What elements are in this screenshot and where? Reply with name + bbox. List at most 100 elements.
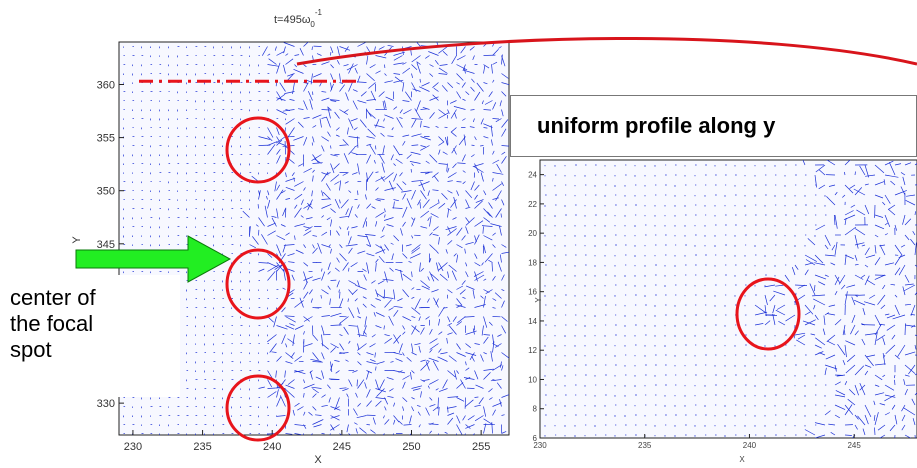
velocity-vector (886, 324, 896, 331)
velocity-vector (339, 433, 343, 435)
velocity-vector (410, 372, 412, 380)
velocity-vector (845, 340, 856, 346)
velocity-vector (492, 232, 496, 236)
velocity-vector (376, 292, 385, 299)
velocity-vector (420, 433, 422, 435)
velocity-vector (292, 409, 295, 416)
velocity-vector (398, 420, 403, 425)
velocity-vector (865, 174, 876, 177)
velocity-vector (465, 226, 469, 234)
velocity-vector (393, 51, 406, 56)
velocity-vector (355, 392, 358, 398)
velocity-vector (882, 374, 886, 378)
velocity-vector (274, 181, 277, 192)
velocity-vector (447, 289, 453, 294)
velocity-vector (412, 388, 421, 391)
velocity-vector (279, 395, 286, 407)
velocity-vector (492, 48, 499, 56)
velocity-vector (343, 153, 349, 164)
velocity-vector (285, 177, 296, 182)
velocity-vector (798, 284, 806, 289)
velocity-vector (465, 217, 475, 226)
callout-text: uniform profile along y (537, 113, 776, 138)
velocity-vector (814, 344, 822, 349)
velocity-vector (334, 198, 340, 209)
velocity-vector (298, 163, 304, 167)
velocity-vector (348, 190, 352, 193)
velocity-vector (402, 62, 407, 65)
velocity-vector (420, 210, 430, 218)
velocity-vector (827, 340, 836, 346)
velocity-vector (327, 384, 331, 389)
velocity-vector (321, 172, 329, 176)
velocity-vector (851, 296, 856, 306)
velocity-vector (885, 344, 896, 354)
velocity-vector (411, 271, 413, 278)
velocity-vector (309, 99, 313, 110)
velocity-vector (366, 361, 378, 365)
velocity-vector (904, 374, 910, 377)
velocity-vector (312, 73, 322, 78)
velocity-vector (873, 414, 876, 421)
velocity-vector (862, 428, 866, 436)
velocity-vector (267, 190, 270, 196)
velocity-vector (267, 391, 277, 398)
velocity-vector (377, 280, 385, 285)
velocity-vector (396, 183, 403, 191)
velocity-vector (330, 208, 336, 213)
velocity-vector (377, 361, 385, 365)
velocity-vector (411, 235, 414, 239)
velocity-vector (814, 254, 824, 264)
velocity-vector (416, 405, 421, 407)
velocity-vector (336, 280, 340, 288)
velocity-vector (267, 144, 276, 155)
velocity-vector (826, 313, 836, 316)
velocity-vector (501, 414, 505, 416)
velocity-vector (874, 427, 876, 436)
velocity-vector (273, 316, 277, 328)
right-panel: 230 235 240 245 24 22 20 18 16 14 12 10 8 6 X Y (528, 159, 917, 464)
velocity-vector (305, 217, 313, 220)
velocity-vector (339, 343, 345, 351)
velocity-vector (890, 180, 896, 186)
velocity-vector (438, 406, 440, 416)
velocity-vector (451, 55, 457, 64)
velocity-vector (366, 235, 371, 247)
velocity-vector (294, 325, 304, 330)
velocity-vector (469, 352, 475, 360)
velocity-vector (375, 176, 386, 182)
velocity-vector (328, 397, 331, 403)
velocity-vector (398, 343, 403, 353)
velocity-vector (258, 386, 265, 389)
velocity-vector (754, 323, 764, 326)
velocity-vector (368, 82, 376, 89)
velocity-vector (854, 263, 859, 266)
velocity-vector (438, 262, 448, 271)
velocity-vector (258, 262, 269, 264)
velocity-vector (815, 164, 826, 173)
velocity-vector (429, 112, 435, 119)
velocity-vector (491, 262, 493, 272)
velocity-vector (427, 276, 430, 281)
velocity-vector (433, 87, 439, 92)
velocity-vector (475, 384, 484, 389)
velocity-vector (874, 257, 881, 266)
velocity-vector (339, 253, 347, 262)
velocity-vector (772, 313, 776, 326)
velocity-vector (402, 141, 406, 146)
velocity-vector (488, 388, 493, 393)
velocity-vector (465, 241, 474, 245)
velocity-vector (299, 48, 304, 56)
velocity-vector (312, 419, 324, 425)
velocity-vector (460, 46, 466, 54)
velocity-vector (348, 340, 351, 344)
velocity-vector (480, 145, 484, 147)
velocity-vector (378, 379, 385, 390)
velocity-vector (433, 175, 439, 182)
velocity-vector (429, 216, 432, 227)
velocity-vector (496, 382, 502, 389)
velocity-vector (470, 86, 475, 92)
velocity-vector (362, 325, 367, 335)
velocity-vector (372, 417, 376, 425)
velocity-vector (330, 361, 333, 373)
